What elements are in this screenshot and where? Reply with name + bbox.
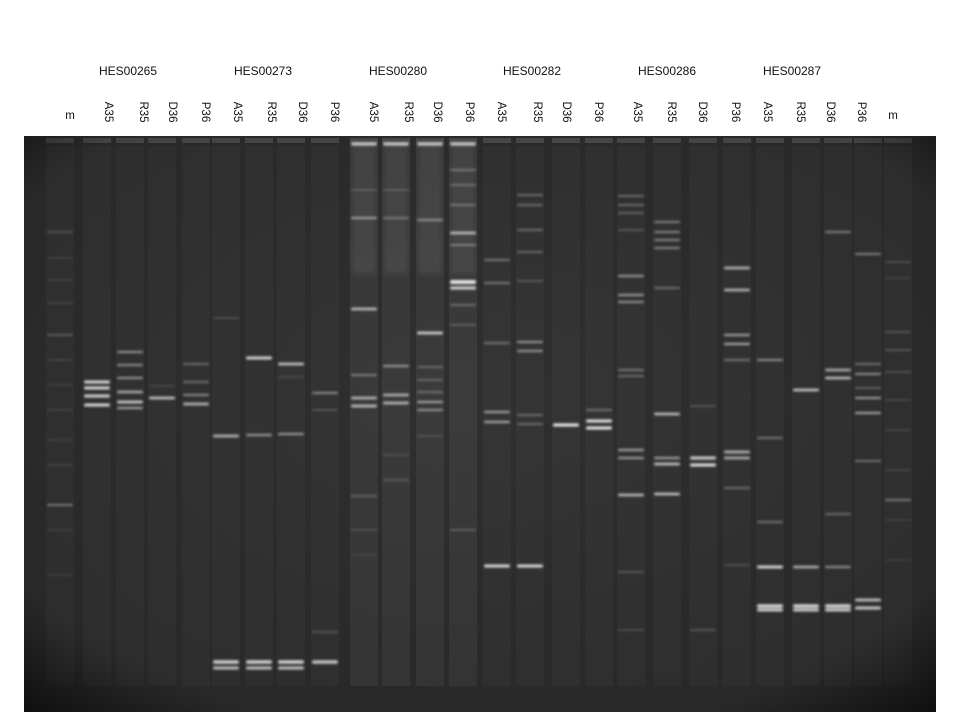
lane-label: D36: [166, 101, 178, 123]
lane-label: A35: [631, 101, 643, 123]
lane-label: R35: [665, 101, 677, 123]
lane-label: D36: [560, 101, 572, 123]
lane-label: D36: [824, 101, 836, 123]
group-label-3: HES00280: [368, 64, 428, 78]
lane-label: P36: [855, 101, 867, 123]
lane-label: R35: [794, 101, 806, 123]
group-label-6: HES00287: [762, 64, 822, 78]
group-label-4: HES00282: [502, 64, 562, 78]
lane-label: D36: [296, 101, 308, 123]
lane-label: A35: [367, 101, 379, 123]
lane-label: P36: [328, 101, 340, 123]
group-label-5: HES00286: [637, 64, 697, 78]
lane-label: R35: [137, 101, 149, 123]
lane-label: P36: [199, 101, 211, 123]
lane-label: D36: [431, 101, 443, 123]
lane-label: R35: [265, 101, 277, 123]
gel-image: [24, 136, 936, 712]
marker-label-right: m: [888, 110, 898, 122]
lane-label: P36: [463, 101, 475, 123]
marker-label-left: m: [65, 110, 75, 122]
lane-label: A35: [495, 101, 507, 123]
lane-label: R35: [402, 101, 414, 123]
lane-label: P36: [729, 101, 741, 123]
gel-canvas: [24, 136, 936, 712]
lane-label: A35: [761, 101, 773, 123]
lane-label: P36: [592, 101, 604, 123]
gel-vignette: [24, 136, 936, 712]
lane-label: R35: [531, 101, 543, 123]
group-label-2: HES00273: [233, 64, 293, 78]
lane-label: D36: [696, 101, 708, 123]
lane-label: A35: [231, 101, 243, 123]
lane-label: A35: [102, 101, 114, 123]
group-label-1: HES00265: [98, 64, 158, 78]
